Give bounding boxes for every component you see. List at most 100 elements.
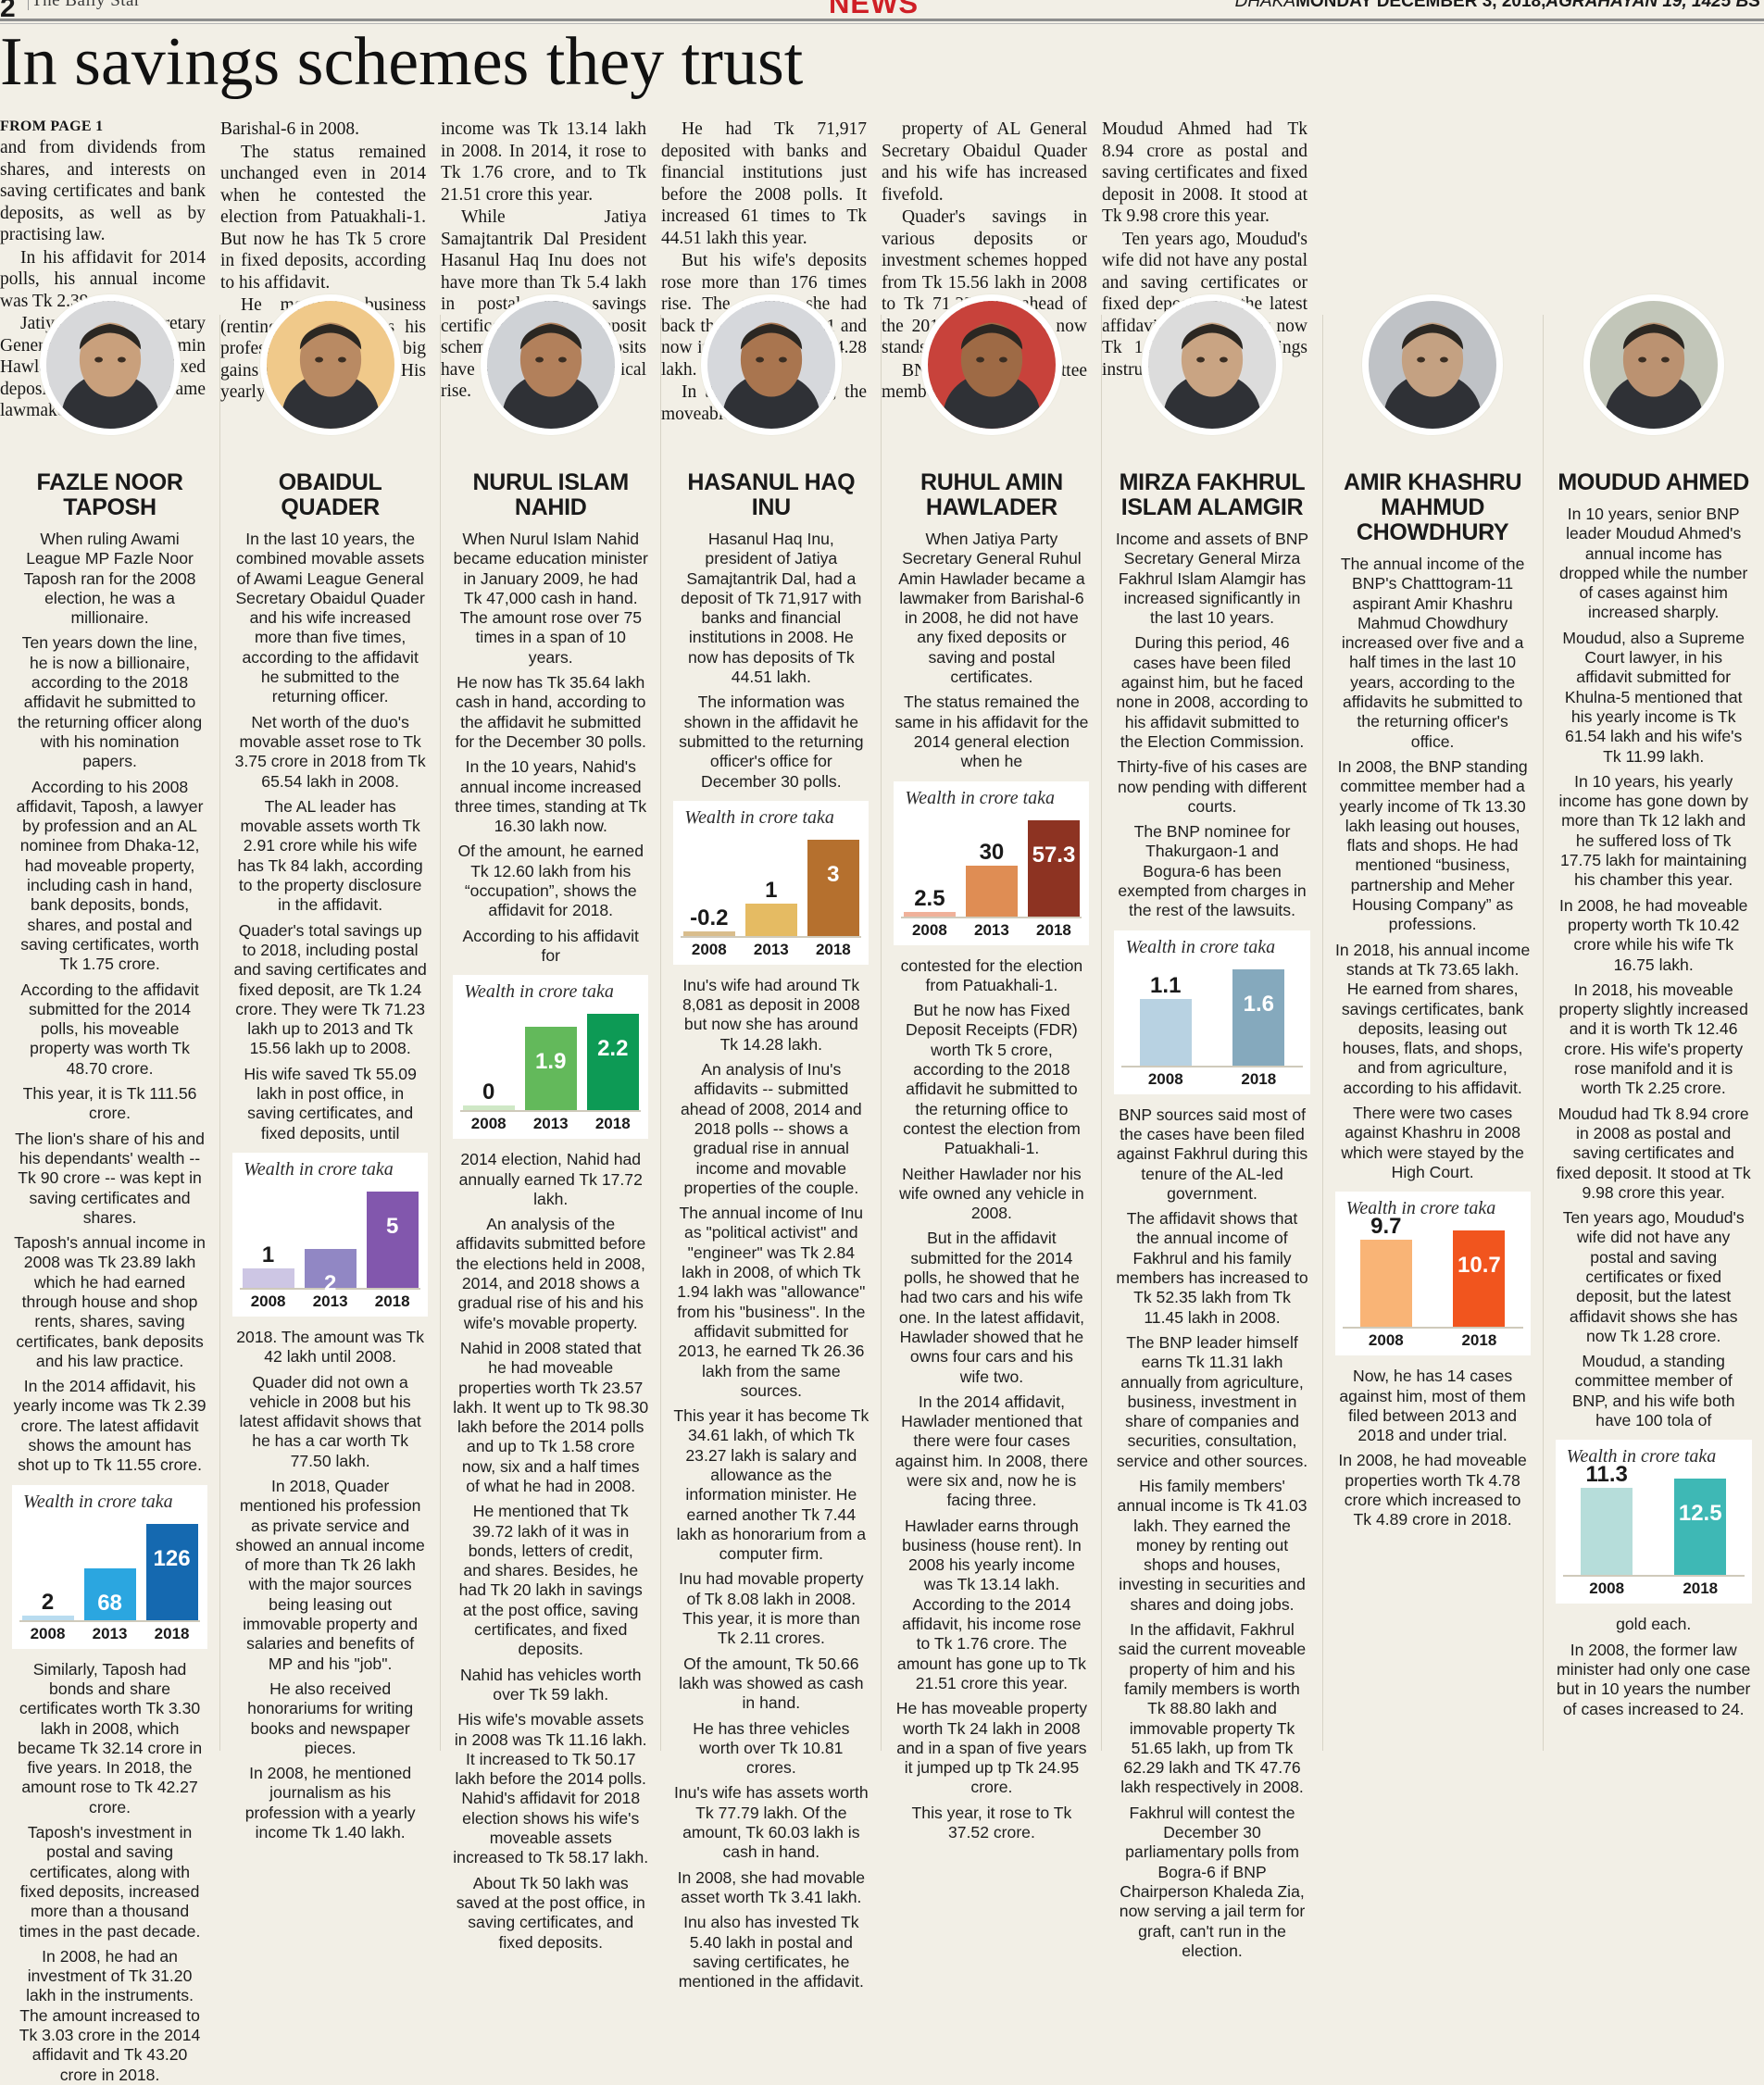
chart-category-label: 2018	[1683, 1579, 1719, 1598]
person-paragraph: Of the amount, Tk 50.66 lakh was showed …	[679, 1654, 864, 1713]
chart-category-label: 2008	[911, 920, 947, 939]
person-paragraph: In 2008, he had an investment of Tk 31.2…	[19, 1946, 201, 2084]
person-paragraph: This year, it is Tk 111.56 crore.	[22, 1084, 197, 1123]
person-paragraph: contested for the election from Patuakha…	[900, 955, 1083, 994]
person-paragraph: Nahid in 2008 stated that he had moveabl…	[453, 1338, 649, 1495]
chart-bar-group: 1.1	[1121, 945, 1209, 1066]
person-body-text: Income and assets of BNP Secretary Gener…	[1114, 530, 1309, 921]
portrait-icon	[45, 301, 174, 429]
chart-axis	[901, 916, 1082, 918]
chart-bar-value: 126	[153, 1545, 191, 1571]
chart-bar	[1359, 1239, 1412, 1328]
person-body-text: In the last 10 years, the combined movab…	[232, 530, 428, 1143]
chart-title: Wealth in crore taka	[1345, 1198, 1496, 1219]
people-strip: FAZLE NOOR TAPOSH When ruling Awami Leagu…	[0, 294, 1764, 2084]
avatar	[480, 294, 621, 435]
chart-bar-value: 1.1	[1150, 973, 1182, 999]
chart-category-label: 2013	[92, 1624, 128, 1642]
photo-wrap	[1114, 294, 1309, 470]
person-paragraph: About Tk 50 lakh was saved at the post o…	[456, 1873, 645, 1952]
chart-bar-value: 1.9	[535, 1049, 567, 1075]
person-paragraph: According to the affidavit submitted for…	[20, 980, 199, 1078]
chart-bar	[1139, 999, 1192, 1066]
from-page-label: FROM PAGE 1	[0, 119, 104, 134]
person-body-text: Similarly, Taposh had bonds and share ce…	[12, 1660, 207, 2085]
section-title: NEWS	[829, 0, 919, 19]
person-paragraph: The BNP leader himself earns Tk 11.31 la…	[1116, 1332, 1308, 1470]
wealth-chart: Wealth in crore taka -0.2 1 3 2008 2013 2018	[673, 800, 869, 965]
person-paragraph: But he now has Fixed Deposit Receipts (F…	[903, 1001, 1081, 1158]
page-headline: In savings schemes they trust	[0, 24, 804, 100]
person-paragraph: In the affidavit, Fakhrul said the curre…	[1118, 1620, 1307, 1797]
chart-category-labels: 2008 2013 2018	[19, 1625, 200, 1643]
person-paragraph: Moudud, also a Supreme Court lawyer, in …	[1562, 628, 1745, 766]
chart-plot: -0.2 1 3	[681, 810, 861, 936]
chart-bar-value: -0.2	[690, 905, 729, 930]
person-paragraph: In 2008, she had movable asset worth Tk …	[677, 1867, 866, 1906]
portrait-icon	[707, 301, 835, 429]
chart-category-label: 2018	[154, 1624, 190, 1642]
person-paragraph: He mentioned that Tk 39.72 lakh of it wa…	[458, 1502, 643, 1659]
chart-plot: 1.1 1.6	[1121, 940, 1302, 1066]
chart-bar-value: 10.7	[1457, 1253, 1501, 1279]
person-paragraph: He now has Tk 35.64 lakh cash in hand, a…	[455, 673, 646, 751]
chart-bar-group: 2	[19, 1500, 76, 1620]
person-paragraph: In 2018, his moveable property slightly …	[1558, 980, 1748, 1098]
person-paragraph: There were two cases against Khashru in …	[1341, 1104, 1524, 1181]
person-paragraph: In 2008, he had moveable properties wort…	[1338, 1451, 1527, 1529]
dateline-date-bn: AGRAHAYAN 19, 1425 BS	[1545, 0, 1760, 11]
chart-category-labels: 2008 2013 2018	[460, 1115, 641, 1133]
chart-bar-value: 1	[261, 1242, 275, 1268]
chart-bar-value: 1	[765, 878, 778, 904]
person-paragraph: Hasanul Haq Inu, president of Jatiya Sam…	[681, 530, 862, 687]
intro-paragraph: Moudud Ahmed had Tk 8.94 crore as postal…	[1102, 119, 1307, 226]
chart-plot: 11.3 12.5	[1563, 1449, 1745, 1576]
photo-wrap	[673, 294, 869, 470]
chart-title: Wealth in crore taka	[684, 806, 834, 828]
chart-bar	[462, 1105, 515, 1111]
chart-category-labels: 2008 2013 2018	[681, 941, 861, 959]
masthead-rule	[0, 19, 1764, 21]
person-paragraph: Hawlader earns through business (house r…	[896, 1516, 1086, 1692]
chart-bar-value: 57.3	[1032, 842, 1076, 868]
person-paragraph: 2014 election, Nahid had annually earned…	[458, 1150, 643, 1208]
chart-category-labels: 2008 2013 2018	[240, 1292, 420, 1311]
chart-axis	[1562, 1575, 1745, 1578]
portrait-icon	[486, 301, 615, 429]
person-paragraph: Net worth of the duo's movable asset ros…	[234, 712, 426, 791]
person-body-text: 2014 election, Nahid had annually earned…	[453, 1150, 648, 1953]
person-paragraph: When ruling Awami League MP Fazle Noor T…	[23, 530, 196, 628]
chart-category-label: 2018	[815, 940, 851, 958]
chart-bar	[1674, 1479, 1727, 1576]
chart-category-label: 2018	[1461, 1331, 1497, 1350]
chart-bar-group: 1	[240, 1167, 296, 1288]
person-paragraph: The lion's share of his and his dependan…	[15, 1129, 205, 1227]
chart-bar	[682, 930, 735, 936]
chart-category-labels: 2008 2018	[1563, 1579, 1745, 1598]
chart-bar-group: 68	[81, 1500, 138, 1620]
person-paragraph: Taposh's annual income in 2008 was Tk 23…	[14, 1233, 206, 1370]
intro-column: income was Tk 13.14 lakh in 2008. In 201…	[441, 119, 661, 401]
person-paragraph: The annual income of Inu as "political a…	[677, 1204, 866, 1400]
chart-bar-value: 1.6	[1243, 991, 1274, 1017]
person-paragraph: Taposh's investment in postal and saving…	[19, 1823, 201, 1941]
chart-plot: 0 1.9 2.2	[460, 984, 641, 1111]
person-paragraph: Moudud, a standing committee member of B…	[1571, 1352, 1735, 1430]
chart-bar	[21, 1615, 74, 1620]
photo-wrap	[1556, 294, 1752, 470]
chart-bar	[586, 1014, 639, 1111]
person-paragraph: In 2008, the BNP standing committee memb…	[1337, 756, 1528, 934]
person-card: MIRZA FAKHRUL ISLAM ALAMGIR Income and as…	[1102, 294, 1323, 1960]
photo-wrap	[12, 294, 207, 470]
avatar	[1142, 294, 1283, 435]
photo-wrap	[232, 294, 428, 470]
wealth-chart: Wealth in crore taka 0 1.9 2.2 2008 2013 2018	[453, 975, 649, 1140]
wealth-chart: Wealth in crore taka 9.7 10.7 2008 2018	[1334, 1192, 1531, 1356]
chart-bar-group: 9.7	[1343, 1206, 1431, 1328]
intro-paragraph: property of AL General Secretary Obaidul…	[882, 119, 1087, 205]
wealth-chart: Wealth in crore taka 1 2 5 2008 2013 2018	[232, 1152, 429, 1317]
person-paragraph: In 2008, he mentioned journalism as his …	[244, 1764, 416, 1842]
chart-bar-value: 0	[482, 1080, 495, 1105]
person-paragraph: Ten years ago, Moudud's wife did not hav…	[1562, 1208, 1745, 1345]
person-paragraph: Now, he has 14 cases against him, most o…	[1339, 1367, 1526, 1445]
